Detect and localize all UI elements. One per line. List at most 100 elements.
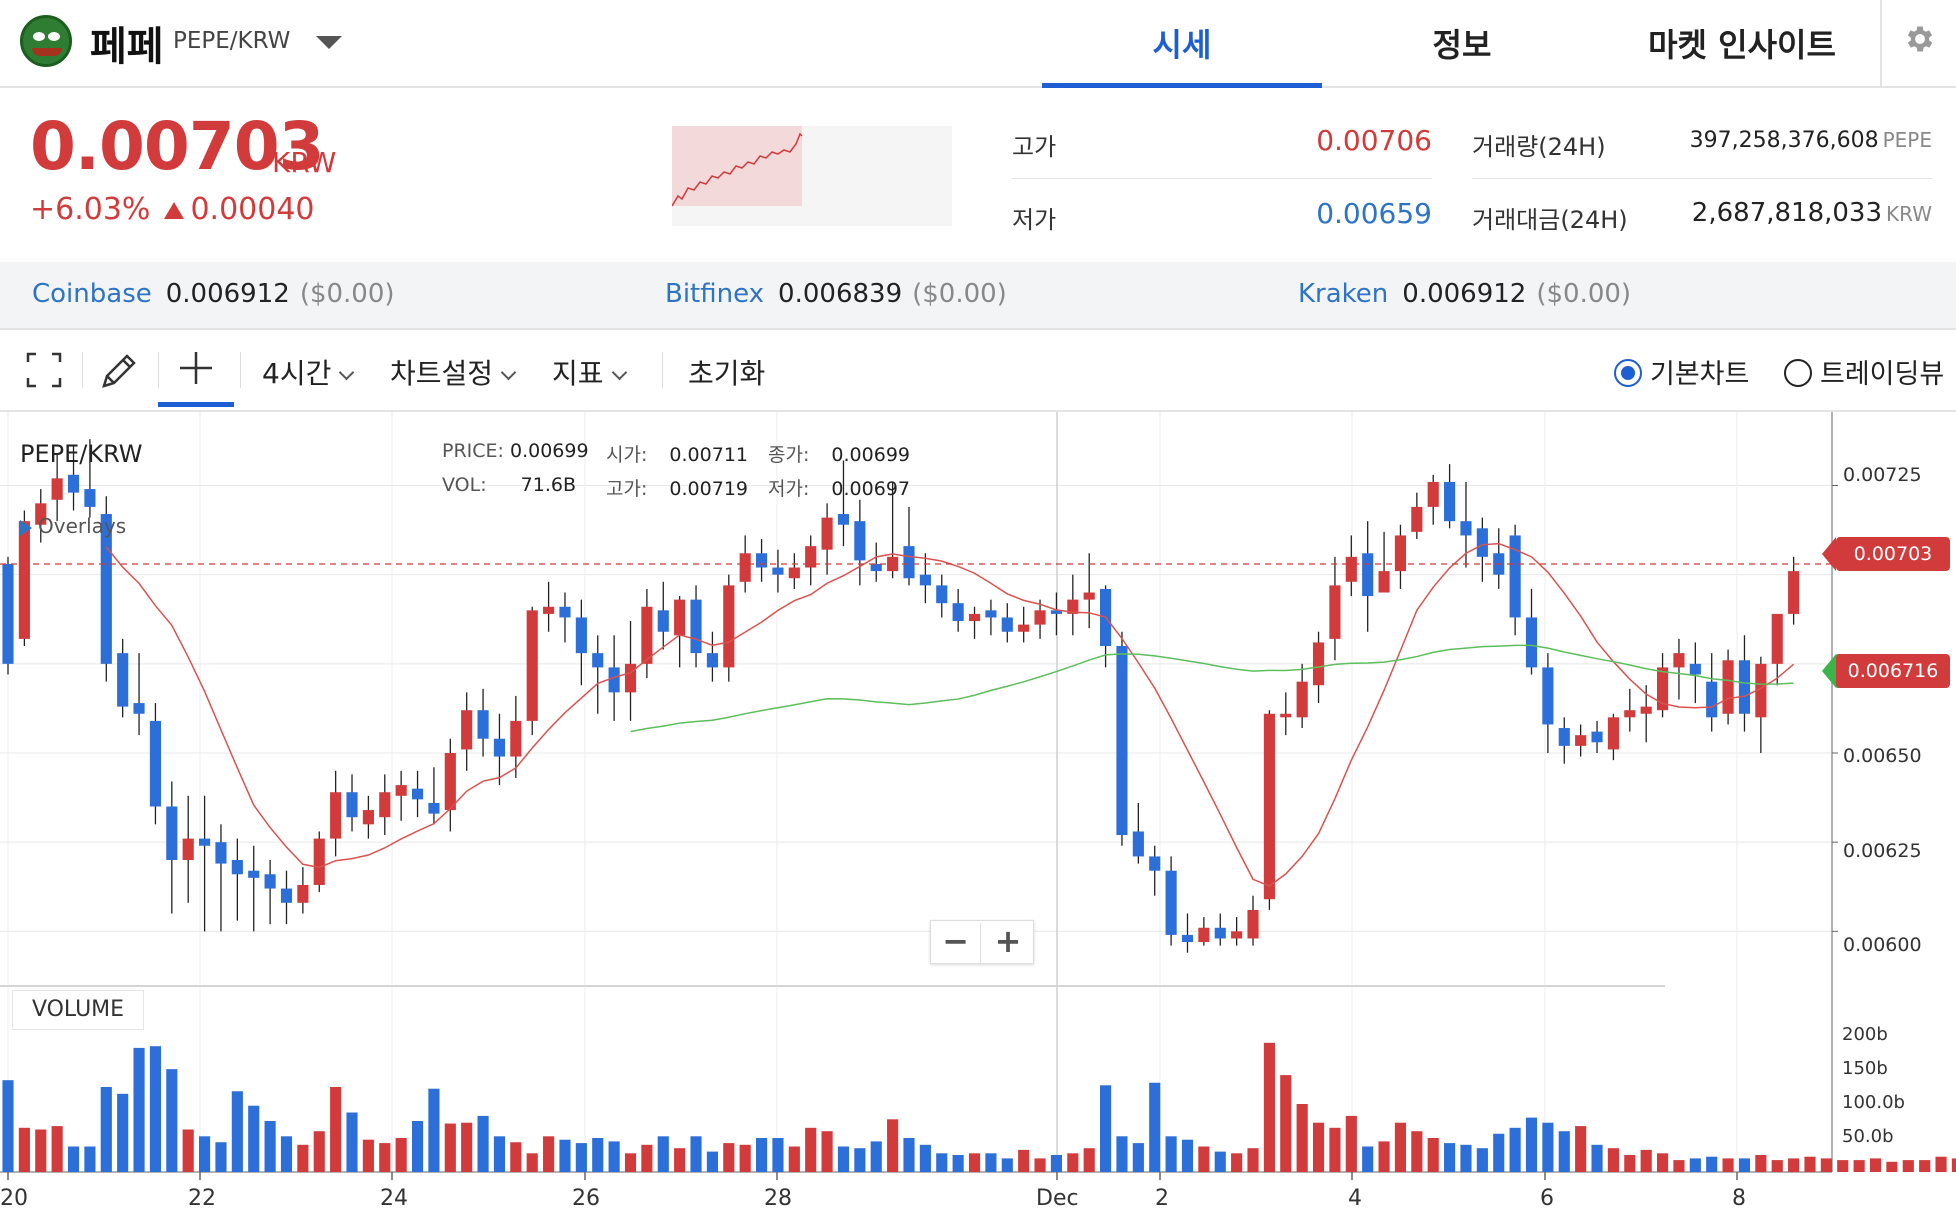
volume-bar: [624, 1153, 637, 1172]
tab-info[interactable]: 정보: [1432, 26, 1492, 64]
candle-body: [248, 870, 260, 878]
caret-down-icon[interactable]: [316, 36, 342, 49]
volume-bar: [1493, 1133, 1505, 1172]
volume-bar: [1460, 1144, 1472, 1172]
legend-open: 시가: 0.00711: [606, 444, 748, 466]
volume-bar: [51, 1126, 63, 1172]
volume-bar: [1771, 1160, 1783, 1172]
chevron-down-icon: [611, 364, 627, 381]
volume-bar: [2, 1080, 14, 1172]
tab-market-insight[interactable]: 마켓 인사이트: [1648, 26, 1836, 64]
volume-24h-value: 397,258,376,608 PEPE: [1689, 128, 1932, 153]
chart-toolbar: 4시간 차트설정 지표 초기화 기본차트 트레이딩뷰: [0, 330, 1956, 412]
chevron-down-icon: [500, 364, 517, 381]
volume-bar: [395, 1138, 407, 1172]
interval-select[interactable]: 4시간: [262, 352, 355, 392]
volume-bar: [1804, 1156, 1816, 1172]
volume-bar: [264, 1121, 276, 1172]
volume-bar: [870, 1141, 882, 1172]
candle-body: [739, 553, 751, 582]
candle-body: [461, 710, 473, 750]
exchange-price-bar: Coinbase 0.006912 ($0.00) Bitfinex 0.006839…: [0, 262, 1956, 330]
zoom-in-button[interactable]: +: [994, 922, 1022, 960]
exchange-coinbase[interactable]: Coinbase 0.006912 ($0.00): [32, 279, 395, 309]
candle-body: [1460, 521, 1472, 536]
x-tick-label: 20: [0, 1186, 28, 1211]
volume-bar: [887, 1119, 899, 1172]
candle-body: [1607, 717, 1619, 750]
exchange-bitfinex[interactable]: Bitfinex 0.006839 ($0.00): [665, 279, 1007, 309]
pencil-icon[interactable]: [98, 350, 140, 392]
candle-body: [723, 585, 735, 668]
chart-settings-button[interactable]: 차트설정: [390, 352, 517, 392]
volume-bar: [1427, 1138, 1439, 1172]
volume-bar: [1116, 1136, 1128, 1172]
candle-body: [1067, 599, 1079, 614]
volume-bar: [1132, 1143, 1144, 1172]
overlays-toggle[interactable]: Overlays: [20, 514, 126, 538]
volume-bar: [117, 1093, 129, 1172]
candle-body: [903, 546, 915, 579]
volume-bar: [1018, 1149, 1030, 1172]
vol-tick-label: 100.0b: [1842, 1092, 1905, 1113]
candle-body: [133, 703, 145, 714]
volume-pane-label: VOLUME: [12, 990, 144, 1030]
tab-market-price[interactable]: 시세: [1042, 20, 1322, 88]
volume-bar: [1296, 1104, 1308, 1172]
candle-body: [100, 514, 112, 664]
volume-bar: [1886, 1161, 1898, 1172]
candlestick-chart[interactable]: PEPE/KRW Overlays PRICE: 0.00699 VOL: 71…: [0, 412, 1956, 1224]
candle-body: [1247, 909, 1259, 939]
settings-button[interactable]: [1880, 0, 1956, 88]
volume-bar: [543, 1136, 555, 1172]
candle-body: [1050, 610, 1063, 614]
volume-bar: [952, 1155, 964, 1172]
volume-bar: [1656, 1153, 1669, 1172]
legend-low: 저가: 0.00697: [768, 478, 910, 500]
candle-body: [1673, 653, 1685, 668]
candle-body: [18, 521, 30, 639]
y-tick-label: 0.00600: [1843, 934, 1922, 956]
volume-bar: [1902, 1160, 1914, 1172]
x-tick-label: 28: [764, 1186, 792, 1211]
volume-bar: [526, 1153, 538, 1172]
crosshair-icon[interactable]: [176, 348, 216, 388]
candle-body: [1312, 642, 1325, 686]
volume-bar: [1591, 1144, 1603, 1172]
candle-body: [477, 710, 489, 739]
exchange-kraken[interactable]: Kraken 0.006912 ($0.00): [1298, 279, 1632, 309]
candle-body: [1280, 713, 1292, 718]
candle-body: [444, 753, 456, 811]
candle-body: [199, 838, 211, 846]
up-triangle-icon: [164, 202, 185, 219]
candle-body: [149, 720, 162, 807]
fullscreen-icon[interactable]: [26, 352, 62, 388]
volume-bar: [1575, 1126, 1587, 1172]
coin-name: 페페: [90, 24, 164, 70]
volume-bar: [330, 1087, 342, 1172]
candle-body: [870, 563, 882, 572]
coin-pair: PEPE/KRW: [173, 28, 291, 54]
volume-bar: [1558, 1131, 1570, 1172]
zoom-controls: − +: [930, 920, 1034, 964]
candle-body: [1165, 870, 1177, 935]
x-tick-label: 24: [380, 1186, 408, 1211]
reset-button[interactable]: 초기화: [688, 357, 766, 390]
sparkline-chart: [671, 126, 952, 226]
volume-bar: [919, 1144, 931, 1172]
volume-bar: [84, 1146, 96, 1172]
high-label: 고가: [1012, 133, 1057, 161]
indicators-button[interactable]: 지표: [552, 352, 627, 392]
volume-bar: [739, 1144, 751, 1172]
candle-body: [1394, 535, 1407, 572]
radio-tradingview[interactable]: 트레이딩뷰: [1784, 352, 1944, 391]
volume-bar: [133, 1047, 145, 1172]
volume-bar: [1165, 1136, 1177, 1172]
volume-bar: [313, 1131, 325, 1172]
volume-bar: [199, 1136, 211, 1172]
radio-basic-chart[interactable]: 기본차트: [1614, 352, 1749, 391]
volume-bar: [1755, 1155, 1767, 1172]
zoom-out-button[interactable]: −: [931, 923, 981, 963]
vol-tick-label: 150b: [1842, 1058, 1888, 1079]
candle-body: [231, 860, 243, 875]
